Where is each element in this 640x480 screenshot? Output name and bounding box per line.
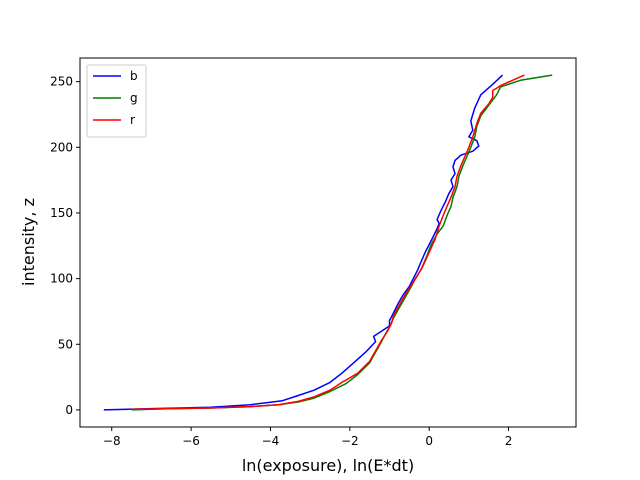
y-tick-label: 200 xyxy=(50,140,73,154)
x-tick-label: 2 xyxy=(505,434,513,448)
legend-box xyxy=(86,64,147,138)
series-line-r xyxy=(131,74,525,411)
y-tick-label: 250 xyxy=(50,75,73,89)
axis-ticks: −8 −6 −4 −2 0 2 0 50 100 150 200 250 xyxy=(50,75,512,448)
legend: bgr xyxy=(86,64,147,138)
y-tick-label: 100 xyxy=(50,272,73,286)
plot-frame xyxy=(79,57,577,428)
y-tick-label: 50 xyxy=(58,337,73,351)
x-tick-label: −6 xyxy=(182,434,200,448)
x-tick-label: 0 xyxy=(425,434,433,448)
legend-label-r: r xyxy=(130,113,135,127)
y-tick-label: 150 xyxy=(50,206,73,220)
series-line-b xyxy=(103,74,504,411)
x-axis-label: ln(exposure), ln(E*dt) xyxy=(242,456,414,475)
legend-label-g: g xyxy=(130,91,138,105)
plot-lines xyxy=(103,74,553,411)
x-tick-label: −8 xyxy=(103,434,121,448)
y-tick-label: 0 xyxy=(65,403,73,417)
y-axis-label: intensity, z xyxy=(19,198,38,286)
x-tick-label: −4 xyxy=(262,434,280,448)
x-tick-label: −2 xyxy=(341,434,359,448)
legend-label-b: b xyxy=(130,69,138,83)
series-line-g xyxy=(131,74,553,411)
